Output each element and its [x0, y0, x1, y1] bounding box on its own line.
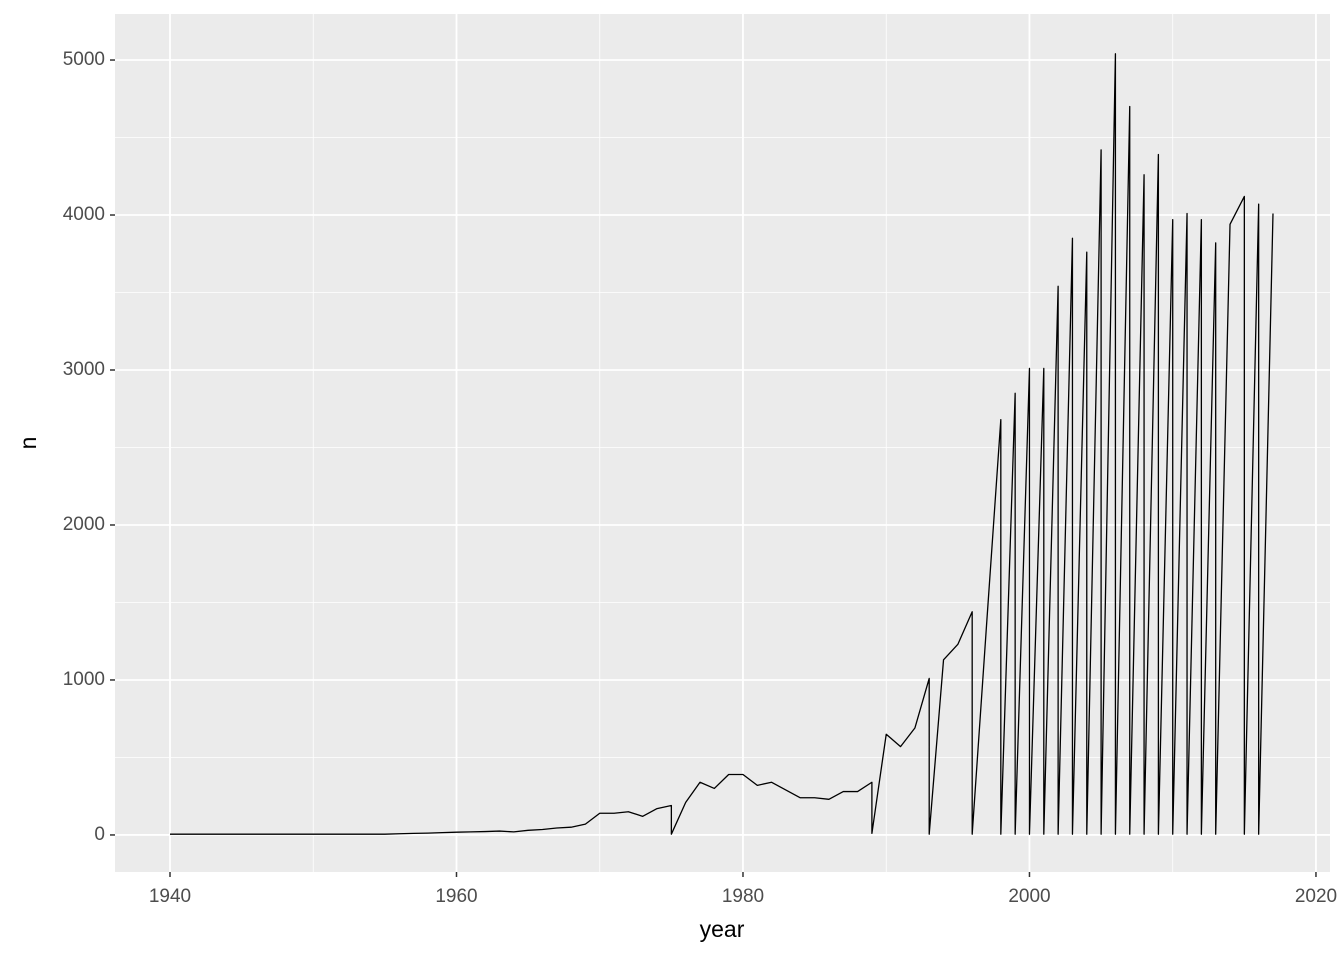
y-tick-label: 0 — [94, 824, 105, 845]
x-tick-label: 1940 — [149, 886, 191, 907]
panel — [115, 14, 1330, 872]
y-tick-label: 1000 — [63, 669, 105, 690]
y-tick-label: 3000 — [63, 359, 105, 380]
x-tick-label: 1960 — [435, 886, 477, 907]
y-tick-label: 5000 — [63, 49, 105, 70]
x-tick-label: 2020 — [1295, 886, 1337, 907]
x-axis-title: year — [700, 916, 745, 942]
y-tick-label: 2000 — [63, 514, 105, 535]
x-tick-label: 1980 — [722, 886, 764, 907]
y-axis-title: n — [15, 437, 41, 450]
data-line — [170, 53, 1274, 835]
x-tick-label: 2000 — [1008, 886, 1050, 907]
y-tick-label: 4000 — [63, 204, 105, 225]
